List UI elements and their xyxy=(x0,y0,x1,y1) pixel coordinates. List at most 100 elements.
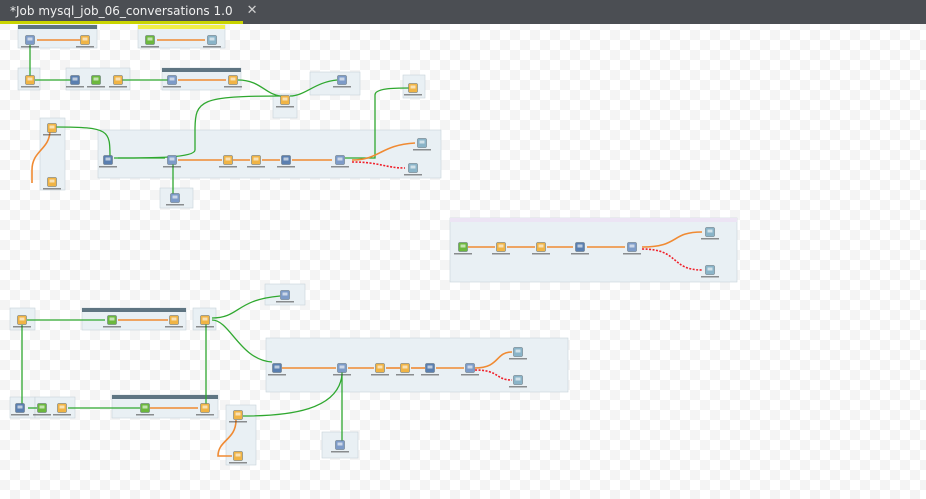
component-log-icon[interactable] xyxy=(21,75,39,88)
subjob[interactable] xyxy=(309,71,361,96)
component-label xyxy=(163,86,181,88)
component-label xyxy=(87,86,105,88)
trigger-connection[interactable] xyxy=(242,374,343,417)
component-label xyxy=(268,374,286,376)
component-log-icon[interactable] xyxy=(404,83,422,96)
component-log-icon[interactable] xyxy=(43,177,61,190)
component-log-icon[interactable] xyxy=(76,35,94,48)
component-label xyxy=(196,326,214,328)
component-label xyxy=(421,374,439,376)
component-label xyxy=(165,326,183,328)
component-map-icon[interactable] xyxy=(277,155,295,168)
row-connection[interactable] xyxy=(351,142,416,161)
trigger-connection[interactable] xyxy=(211,319,273,363)
component-gen-icon[interactable] xyxy=(87,75,105,88)
component-label xyxy=(203,46,221,48)
component-gen-icon[interactable] xyxy=(141,35,159,48)
trigger-connection[interactable] xyxy=(211,295,281,319)
component-map-icon[interactable] xyxy=(66,75,84,88)
row-connection[interactable] xyxy=(217,419,237,457)
reject-connection[interactable] xyxy=(351,161,406,169)
trigger-connection[interactable] xyxy=(237,79,281,97)
subjob-header xyxy=(138,25,225,29)
component-log-icon[interactable] xyxy=(247,155,265,168)
subjob-header xyxy=(450,218,737,222)
reject-connection[interactable] xyxy=(641,248,703,271)
component-view-icon[interactable] xyxy=(413,138,431,151)
component-gen-icon[interactable] xyxy=(103,315,121,328)
component-db-icon[interactable] xyxy=(623,242,641,255)
component-log-icon[interactable] xyxy=(492,242,510,255)
job-design-canvas[interactable] xyxy=(0,24,926,499)
component-label xyxy=(33,414,51,416)
component-db-icon[interactable] xyxy=(163,75,181,88)
subjob-header xyxy=(82,308,186,312)
reject-connection[interactable] xyxy=(474,369,513,381)
component-db-icon[interactable] xyxy=(331,155,349,168)
component-label xyxy=(277,166,295,168)
component-map-icon[interactable] xyxy=(99,155,117,168)
component-db-icon[interactable] xyxy=(21,35,39,48)
component-view-icon[interactable] xyxy=(404,163,422,176)
row-connection[interactable] xyxy=(641,231,703,248)
component-db-icon[interactable] xyxy=(333,363,351,376)
component-map-icon[interactable] xyxy=(268,363,286,376)
component-label xyxy=(229,462,247,464)
subjob[interactable] xyxy=(17,24,98,49)
component-log-icon[interactable] xyxy=(196,403,214,416)
component-view-icon[interactable] xyxy=(509,347,527,360)
component-label xyxy=(454,253,472,255)
component-map-icon[interactable] xyxy=(11,403,29,416)
component-log-icon[interactable] xyxy=(43,123,61,136)
component-label xyxy=(532,253,550,255)
component-label xyxy=(43,188,61,190)
component-log-icon[interactable] xyxy=(229,451,247,464)
component-log-icon[interactable] xyxy=(53,403,71,416)
component-log-icon[interactable] xyxy=(532,242,550,255)
component-label xyxy=(404,94,422,96)
component-log-icon[interactable] xyxy=(396,363,414,376)
component-db-icon[interactable] xyxy=(461,363,479,376)
close-icon[interactable]: ✕ xyxy=(246,3,258,18)
component-log-icon[interactable] xyxy=(219,155,237,168)
component-log-icon[interactable] xyxy=(165,315,183,328)
component-log-icon[interactable] xyxy=(13,315,31,328)
component-db-icon[interactable] xyxy=(331,440,349,453)
component-log-icon[interactable] xyxy=(229,410,247,423)
component-view-icon[interactable] xyxy=(203,35,221,48)
component-map-icon[interactable] xyxy=(571,242,589,255)
component-log-icon[interactable] xyxy=(196,315,214,328)
row-connection[interactable] xyxy=(474,351,513,369)
component-db-icon[interactable] xyxy=(163,155,181,168)
subjob-header xyxy=(112,395,218,399)
component-db-icon[interactable] xyxy=(276,290,294,303)
trigger-connection[interactable] xyxy=(54,126,111,159)
component-db-icon[interactable] xyxy=(166,193,184,206)
component-label xyxy=(141,46,159,48)
component-label xyxy=(396,374,414,376)
job-tab[interactable]: *Job mysql_job_06_conversations 1.0 ✕ xyxy=(0,0,257,24)
component-label xyxy=(247,166,265,168)
component-db-icon[interactable] xyxy=(333,75,351,88)
component-map-icon[interactable] xyxy=(421,363,439,376)
row-connection[interactable] xyxy=(31,129,51,183)
component-log-icon[interactable] xyxy=(276,95,294,108)
component-view-icon[interactable] xyxy=(509,375,527,388)
component-log-icon[interactable] xyxy=(109,75,127,88)
component-label xyxy=(461,374,479,376)
component-gen-icon[interactable] xyxy=(136,403,154,416)
component-log-icon[interactable] xyxy=(224,75,242,88)
component-gen-icon[interactable] xyxy=(454,242,472,255)
trigger-connection[interactable] xyxy=(289,79,338,97)
component-view-icon[interactable] xyxy=(701,227,719,240)
component-view-icon[interactable] xyxy=(701,265,719,278)
subjob[interactable] xyxy=(137,24,226,49)
subjob[interactable] xyxy=(97,129,442,179)
component-gen-icon[interactable] xyxy=(33,403,51,416)
component-label xyxy=(492,253,510,255)
subjob[interactable] xyxy=(111,394,219,419)
component-log-icon[interactable] xyxy=(371,363,389,376)
trigger-connection[interactable] xyxy=(345,87,411,159)
subjob[interactable] xyxy=(449,217,738,283)
subjob[interactable] xyxy=(161,67,242,91)
